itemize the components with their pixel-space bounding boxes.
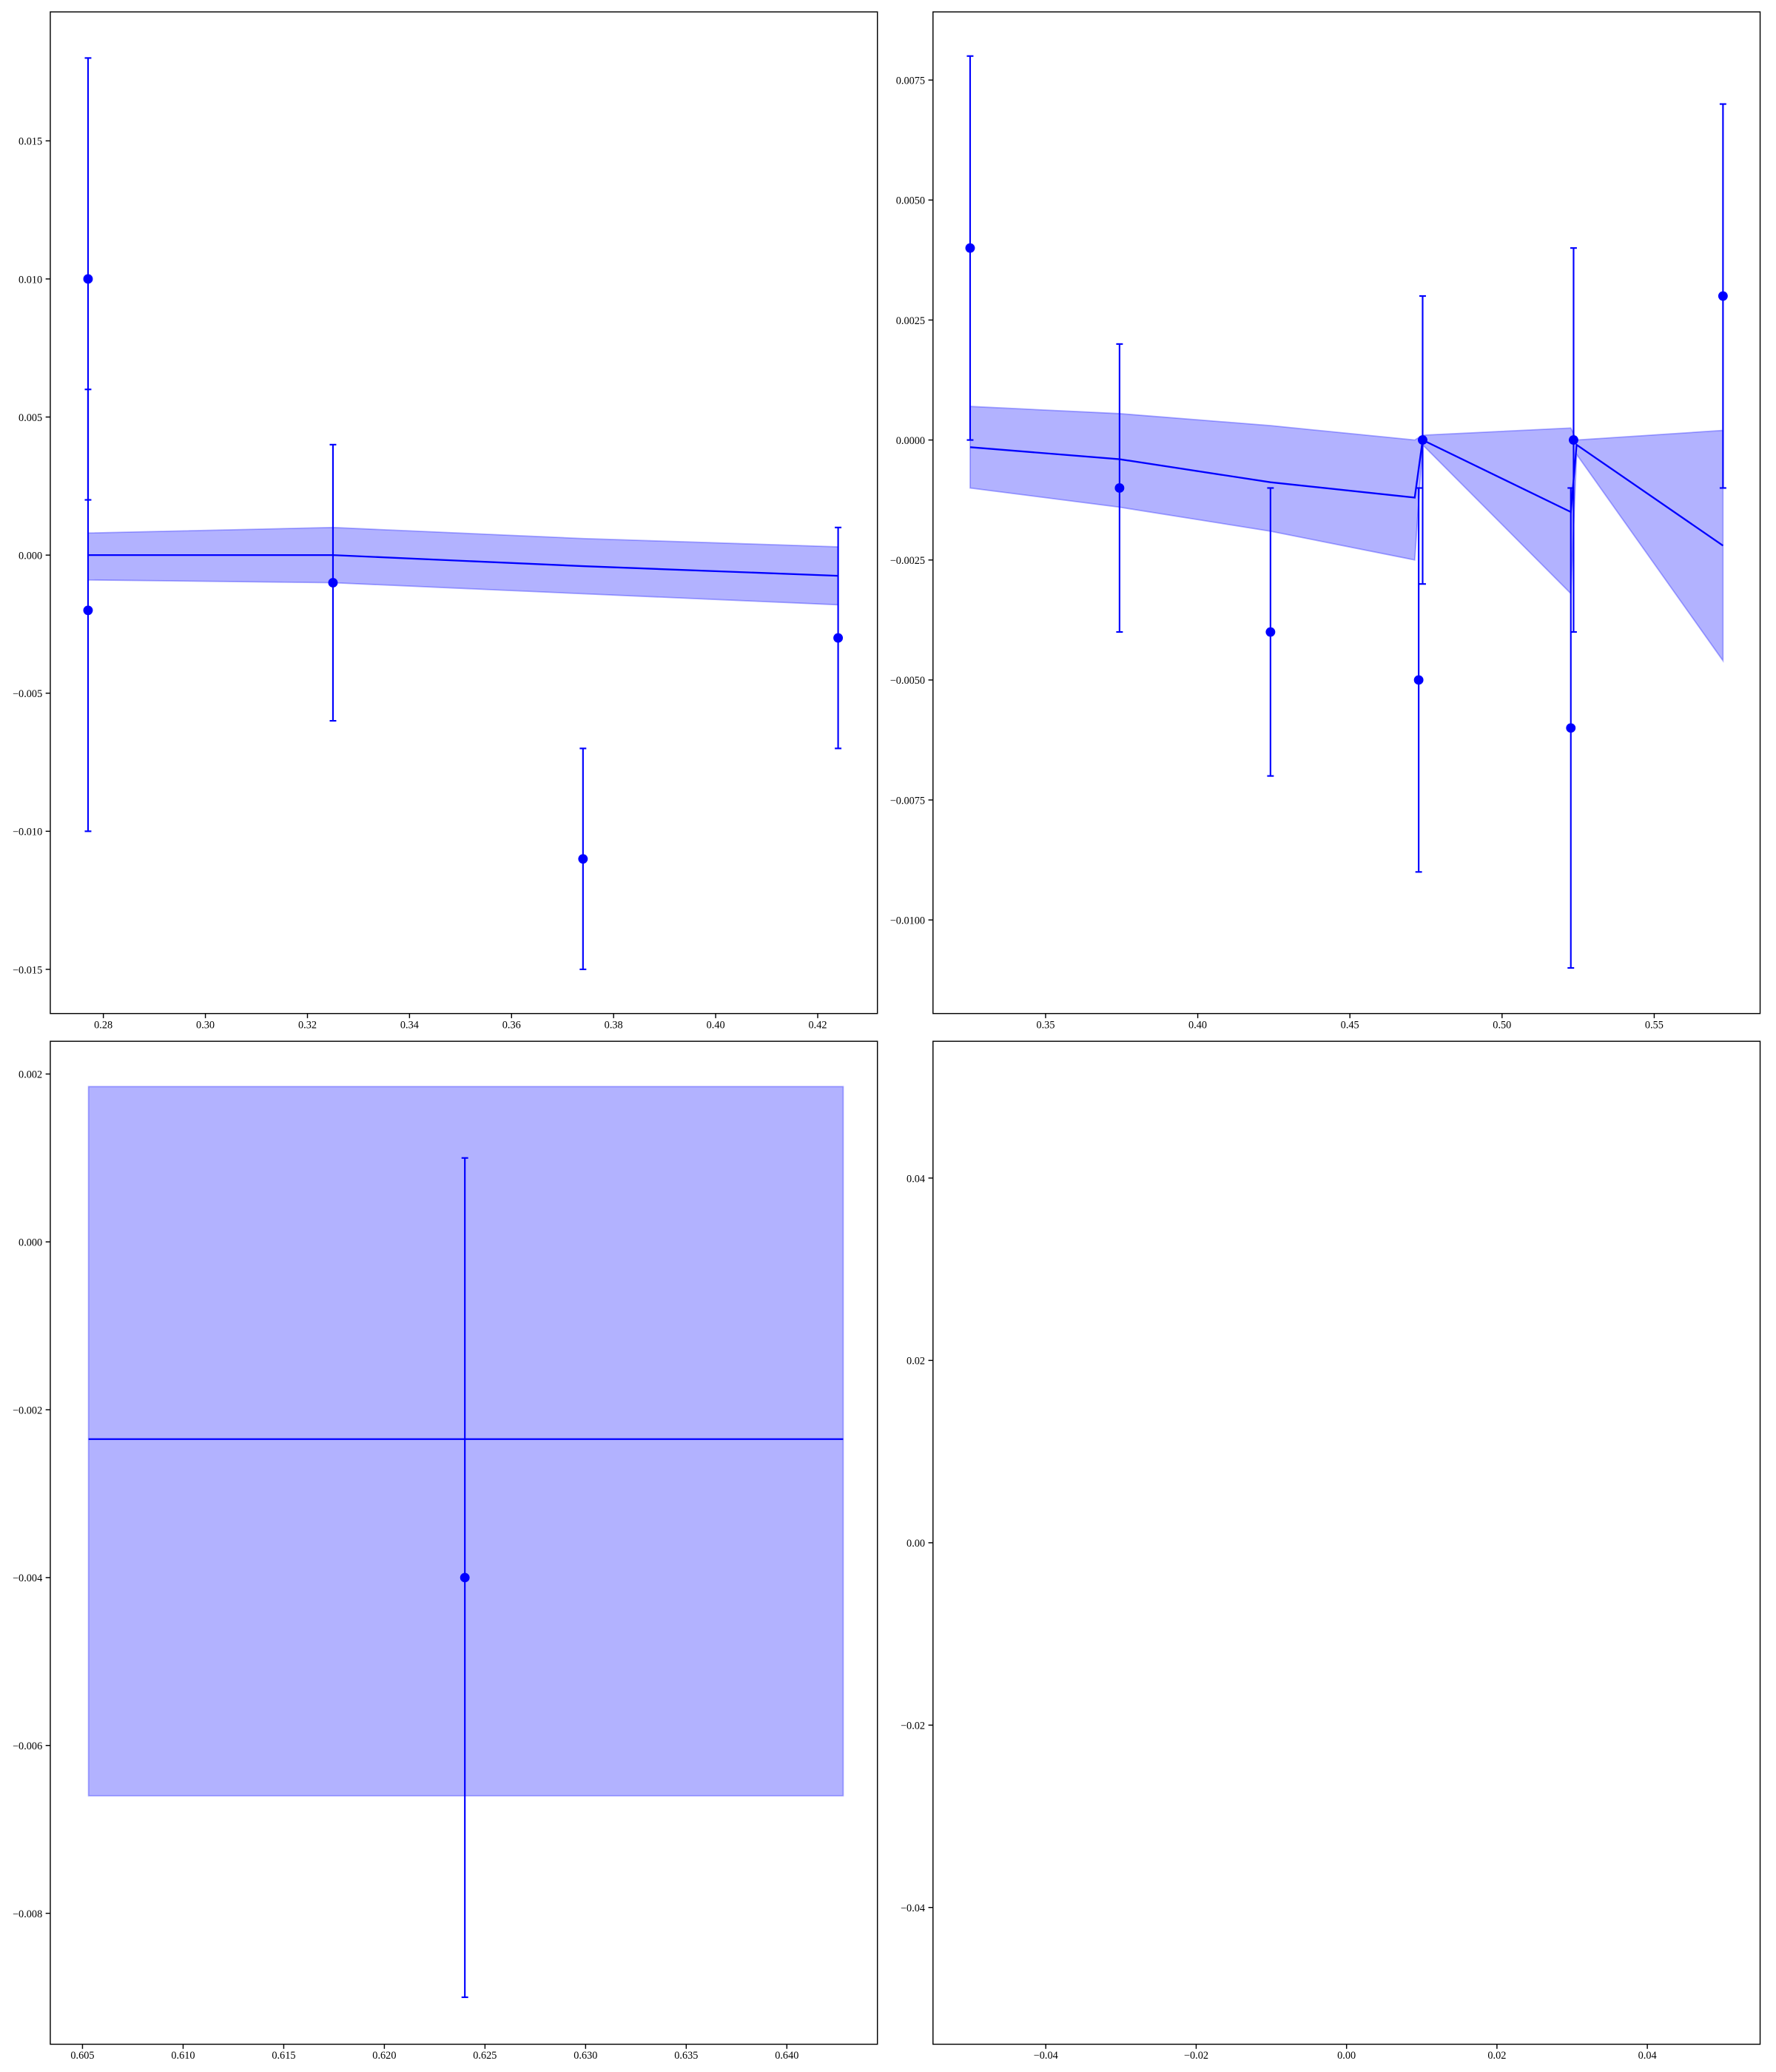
x-tick-label: 0.50 [1493,1019,1511,1031]
y-tick-label: −0.0025 [890,555,925,567]
data-point [1418,435,1427,445]
x-tick-label: 0.630 [574,2050,597,2062]
x-tick-label: 0.625 [473,2050,497,2062]
y-tick-label: 0.0075 [896,75,925,87]
x-tick-label: 0.635 [674,2050,698,2062]
data-point [1114,483,1125,493]
axes-frame [50,11,878,1015]
y-tick-label: −0.0100 [890,915,925,927]
y-tick-label: 0.005 [18,412,42,424]
data-point [83,274,93,284]
y-tick-label: −0.005 [13,688,42,700]
y-tick-label: −0.002 [13,1405,42,1416]
x-tick-label: 0.38 [605,1019,623,1031]
axes-frame [50,1040,878,2045]
x-tick-label: 0.605 [70,2050,94,2062]
fit-line [87,554,838,577]
y-tick-label: 0.002 [18,1069,42,1081]
x-tick-label: 0.34 [400,1019,419,1031]
y-tick-label: 0.0000 [896,435,925,447]
x-tick-label: 0.640 [775,2050,798,2062]
data-point [83,605,93,616]
data-point [1569,435,1578,445]
x-tick-label: 0.36 [502,1019,521,1031]
y-tick-label: −0.008 [13,1908,42,1920]
y-tick-label: −0.015 [13,964,42,976]
data-point [328,578,338,588]
x-tick-label: 0.00 [1337,2050,1356,2062]
data-point [833,633,844,643]
y-tick-label: 0.010 [18,274,42,286]
data-point [1413,675,1424,685]
y-tick-label: −0.010 [13,827,42,838]
x-tick-label: 0.615 [272,2050,295,2062]
x-tick-label: 0.55 [1645,1019,1664,1031]
y-tick-label: 0.02 [906,1356,925,1368]
x-tick-label: 0.40 [1188,1019,1207,1031]
x-tick-label: 0.04 [1638,2050,1657,2062]
y-tick-label: −0.02 [901,1720,925,1732]
x-tick-label: 0.02 [1487,2050,1506,2062]
confidence-band [87,1086,844,1797]
data-point [460,1572,470,1583]
y-tick-label: −0.04 [901,1903,925,1914]
y-tick-label: 0.00 [906,1538,925,1550]
x-tick-label: 0.42 [809,1019,827,1031]
confidence-band [969,406,1724,663]
y-tick-label: −0.0075 [890,795,925,807]
y-tick-label: −0.0050 [890,675,925,687]
x-tick-label: 0.28 [94,1019,112,1031]
x-tick-label: −0.02 [1184,2050,1208,2062]
data-point [1566,723,1576,733]
x-tick-label: −0.04 [1034,2050,1058,2062]
y-tick-label: −0.004 [13,1572,42,1584]
x-tick-label: 0.610 [171,2050,195,2062]
x-tick-label: 0.35 [1036,1019,1054,1031]
data-point [1265,627,1276,637]
fit-line [969,438,1724,547]
x-tick-label: 0.620 [372,2050,396,2062]
x-tick-label: 0.40 [707,1019,725,1031]
x-tick-label: 0.32 [298,1019,317,1031]
data-point [1718,291,1728,301]
data-point [965,243,975,253]
y-tick-label: 0.015 [18,136,42,148]
x-tick-label: 0.45 [1341,1019,1359,1031]
x-tick-label: 0.30 [196,1019,215,1031]
y-tick-label: −0.006 [13,1740,42,1752]
y-tick-label: 0.000 [18,551,42,562]
y-tick-label: 0.04 [906,1173,925,1185]
data-point [578,854,588,864]
y-tick-label: 0.000 [18,1237,42,1249]
y-tick-label: 0.0050 [896,195,925,207]
axes-frame [932,11,1761,1015]
y-tick-label: 0.0025 [896,315,925,327]
